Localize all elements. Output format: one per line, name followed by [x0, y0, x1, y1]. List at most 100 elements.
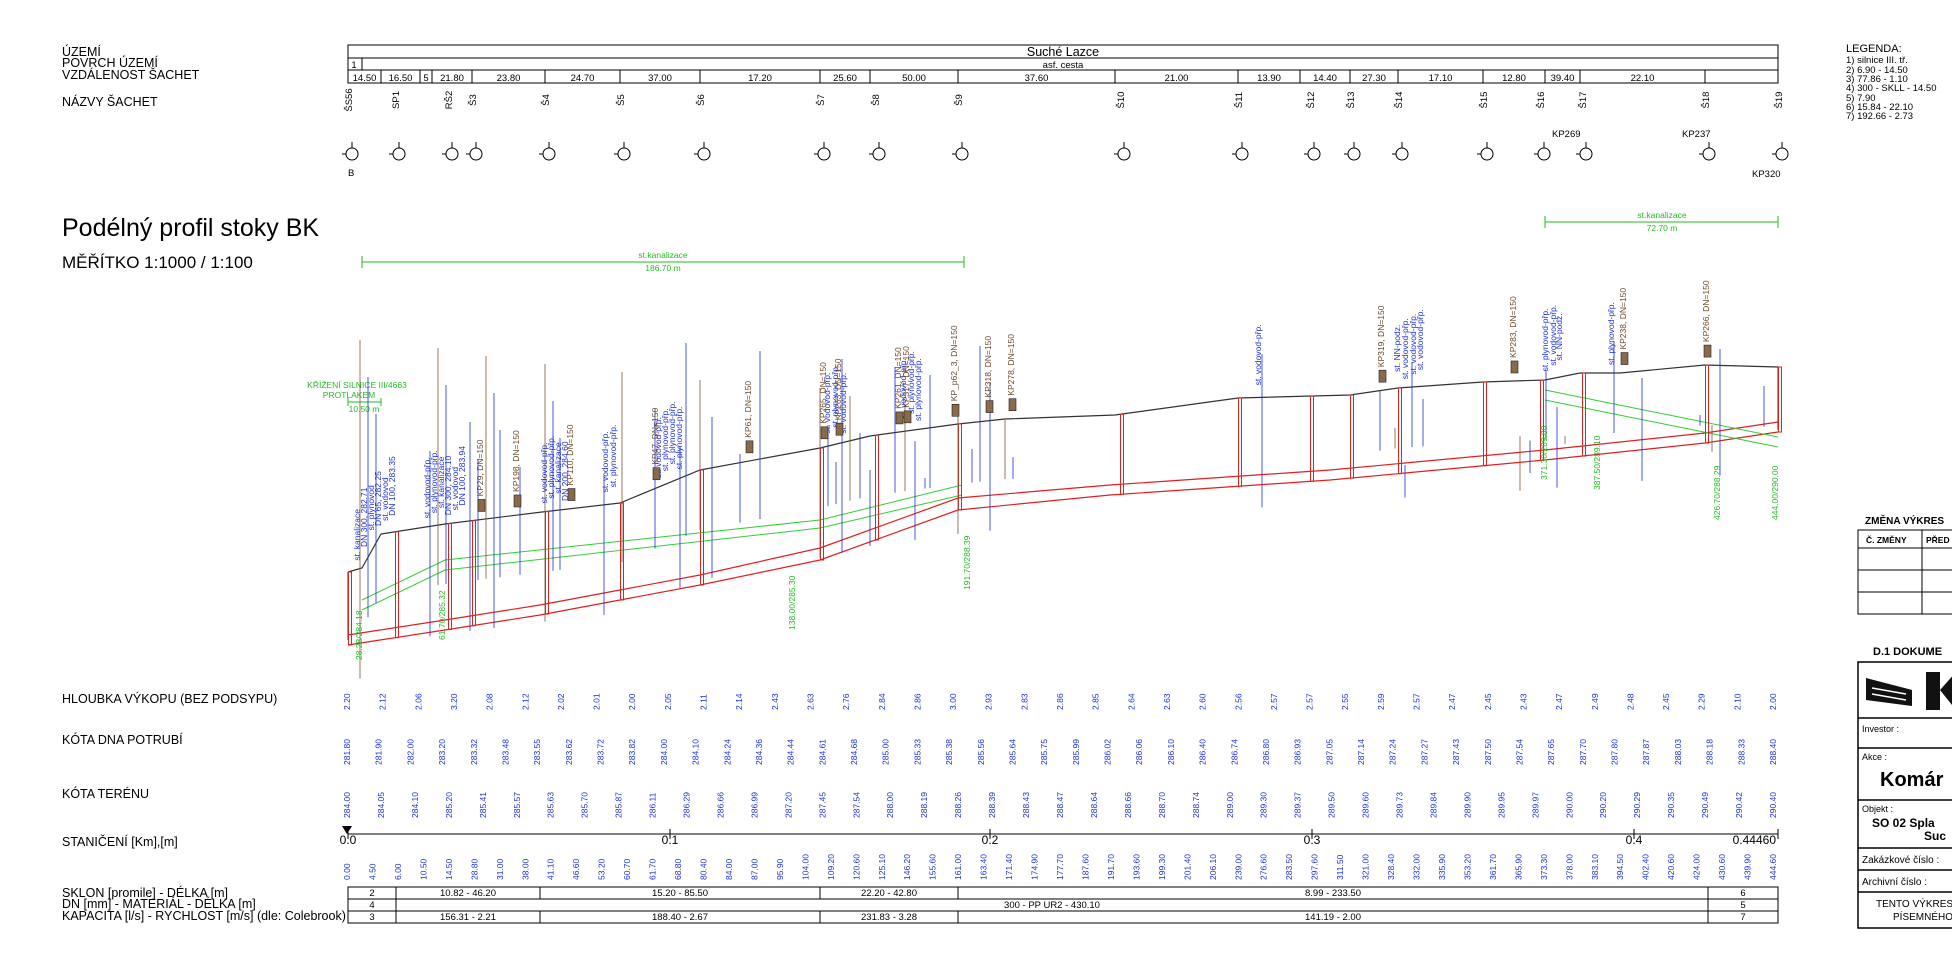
utility-label: st. plynovod-přp.: [674, 407, 684, 470]
invert-value: 285.38: [944, 739, 954, 765]
chainage-value: 424.00: [1692, 854, 1702, 880]
terrain-value: 286.29: [682, 792, 692, 818]
invert-value: 287.27: [1419, 739, 1429, 765]
depth-value: 2.63: [805, 693, 815, 710]
row-label-staniceni: STANIČENÍ [Km],[m]: [62, 834, 178, 849]
utility-label: st. plynovod-přp.: [660, 408, 670, 471]
terrain-value: 285.87: [614, 792, 624, 818]
legend-item-7: 7) 192.66 - 2.73: [1846, 111, 1913, 122]
depth-value: 2.43: [1518, 693, 1528, 710]
utility-label: DN 200, 284.60: [560, 441, 570, 501]
invert-value: 283.62: [564, 739, 574, 765]
akce-label: Akce :: [1862, 752, 1887, 762]
chainage-value: 95.90: [775, 858, 785, 880]
chainage-value: 38.00: [520, 858, 530, 880]
manhole-symbols: [342, 142, 1789, 161]
utility-label: DN 65, 282.25: [373, 471, 383, 526]
terrain-value: 285.20: [444, 792, 454, 818]
chainage-value: 206.10: [1208, 854, 1218, 880]
chainage-value: 87.00: [749, 858, 759, 880]
terrain-value: 288.70: [1157, 792, 1167, 818]
chainage-value: 328.40: [1386, 854, 1396, 880]
invert-value: 288.18: [1705, 739, 1715, 765]
invert-value: 284.00: [659, 739, 669, 765]
invert-value: 287.43: [1451, 739, 1461, 765]
connection-marker: [1703, 344, 1712, 358]
manhole-name: Š9: [954, 94, 965, 106]
utility-label: st. kanalizace: [352, 509, 362, 561]
invert-value: 286.06: [1134, 739, 1144, 765]
utility-label: DN 300, 284.10: [443, 455, 453, 515]
distance-cell: 12.80: [1502, 73, 1526, 84]
profile-lines: [347, 364, 1779, 646]
utility-label: st. NN-podz.: [1554, 313, 1564, 360]
investor-label: Investor :: [1862, 724, 1899, 734]
chainage-value: 430.60: [1717, 854, 1727, 880]
green-crossing-label: 444.00/290.00: [1770, 465, 1780, 520]
depth-value: 2.84: [877, 693, 887, 710]
manhole-name: RŠ2: [444, 91, 455, 109]
depth-value: 2.06: [413, 693, 423, 710]
terrain-value: 287.54: [851, 792, 861, 818]
utility-label: st. vodovod-přp.: [838, 373, 848, 434]
chainage-value: 353.20: [1462, 854, 1472, 880]
connection-marker: [985, 400, 994, 413]
depth-value: 2.00: [1768, 693, 1778, 710]
invert-value: 285.75: [1039, 739, 1049, 765]
manhole-icon: [814, 142, 831, 161]
connection-label: KP61, DN=150: [743, 381, 753, 438]
manhole-shaft: [1238, 397, 1242, 487]
manhole-icon: [1477, 142, 1494, 161]
depth-value: 2.60: [1198, 693, 1208, 710]
utility-label: st. NN-podz.: [1392, 325, 1402, 372]
dn-1: 4: [369, 900, 374, 911]
row-label-dn: DN [mm] - MATERIÁL - DÉLKA [m]: [62, 896, 256, 911]
terrain-value: 288.43: [1021, 792, 1031, 818]
terrain-value: 289.97: [1530, 792, 1540, 818]
slope-4: 22.20 - 42.80: [861, 888, 917, 899]
manhole-name: Š8: [871, 94, 882, 106]
depth-value: 3.00: [948, 693, 958, 710]
manhole-shaft: [1350, 394, 1354, 479]
chainage-value: 60.70: [622, 858, 632, 880]
connection-marker: [745, 440, 754, 454]
legend-item-5: 5) 7.90: [1846, 93, 1876, 104]
dn-2: 300 - PP UR2 - 430.10: [1004, 900, 1100, 911]
sewer-span-2-length: 72.70 m: [1647, 223, 1678, 233]
connection-marker: [652, 467, 661, 481]
chainage-mark: 0.0: [340, 833, 357, 847]
utility-label: st. vodovod: [450, 467, 460, 511]
chainage-value: 193.60: [1131, 854, 1141, 880]
utility-label: st. vodovod-přp.: [539, 442, 549, 503]
invert-value: 284.44: [786, 739, 796, 765]
connection-label: KP238, DN=150: [1618, 288, 1628, 350]
manhole-icon: [1534, 142, 1551, 161]
chainage-value: 10.50: [418, 858, 428, 880]
capacity-1: 3: [369, 912, 374, 923]
connection-marker: [1008, 398, 1017, 412]
legend-item-6: 6) 15.84 - 22.10: [1846, 102, 1913, 113]
depth-value: 2.20: [342, 693, 352, 710]
manhole-name: Š17: [1578, 92, 1589, 109]
manhole-icon: [342, 142, 359, 161]
chainage-value: 28.80: [469, 858, 479, 880]
depth-value: 3.20: [449, 693, 459, 710]
chainage-mark: 0.2: [982, 833, 999, 847]
depth-value: 2.59: [1376, 693, 1386, 710]
utility-label: st. vodovod-přp.: [1548, 305, 1558, 366]
utility-label: st. plynovod-přp.: [667, 401, 677, 464]
bottom-number-rows: 2.20 2.12 2.06 3.20 2.08 2.12 2.02 2.01 2.00 2.05…: [342, 693, 1778, 880]
green-crossing-labels: 28.28/284.18 61.70/285.32 138.00/285.30 191…: [354, 425, 1780, 660]
manhole-shaft: [1483, 381, 1487, 467]
manhole-icon: [1576, 142, 1593, 161]
invert-value: 283.82: [627, 739, 637, 765]
existing-sewer-1: [361, 484, 963, 601]
terrain-value: 289.30: [1259, 792, 1269, 818]
chainage-value: 199.30: [1157, 854, 1167, 880]
connection-label: KP278, DN=150: [1006, 334, 1016, 396]
green-crossing-label: 426.70/288.29: [1712, 465, 1722, 520]
manhole-name: Š10: [1116, 92, 1127, 109]
terrain-value: 288.47: [1055, 792, 1065, 818]
